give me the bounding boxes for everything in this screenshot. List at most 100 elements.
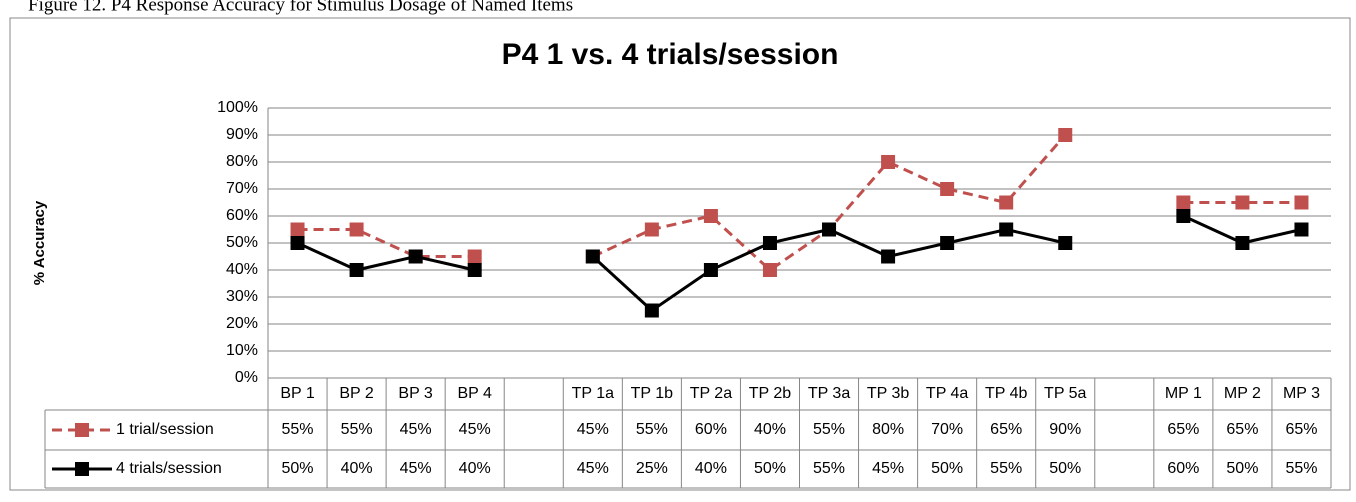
- data-table-cell: 25%: [636, 460, 668, 477]
- data-table-cell: 65%: [990, 421, 1022, 438]
- data-table-cell: 65%: [1285, 421, 1317, 438]
- marker: [999, 195, 1014, 210]
- marker: [290, 236, 305, 250]
- y-tick-label: 50%: [226, 234, 258, 251]
- x-tick-label: TP 4b: [985, 385, 1028, 402]
- marker: [290, 222, 305, 237]
- x-tick-label: TP 1b: [631, 385, 674, 402]
- marker: [644, 303, 659, 318]
- x-tick-label: TP 5a: [1044, 385, 1087, 402]
- chart-title: P4 1 vs. 4 trials/session: [502, 38, 839, 71]
- x-tick-label: BP 2: [339, 385, 374, 402]
- x-tick-label: TP 4a: [926, 385, 969, 402]
- y-tick-label: 0%: [235, 369, 258, 386]
- marker: [467, 249, 482, 264]
- marker: [467, 263, 482, 277]
- series-line: [296, 241, 476, 272]
- data-table-cell: 45%: [400, 460, 432, 477]
- series-line: [592, 134, 1067, 272]
- y-tick-label: 90%: [226, 126, 258, 143]
- marker: [762, 263, 777, 277]
- data-table-cell: 70%: [931, 421, 963, 438]
- y-tick-label: 100%: [217, 99, 258, 116]
- data-table-cell: 40%: [341, 460, 373, 477]
- x-tick-label: MP 3: [1283, 385, 1320, 402]
- data-table-cell: 40%: [754, 421, 786, 438]
- data-table-cell: 55%: [282, 421, 314, 438]
- x-tick-label: MP 1: [1165, 385, 1202, 402]
- legend-marker: [75, 423, 89, 437]
- marker: [408, 249, 423, 264]
- data-table-cell: 90%: [1049, 421, 1081, 438]
- data-table-cell: 40%: [459, 460, 491, 477]
- y-tick-label: 30%: [226, 288, 258, 305]
- data-table-cell: 45%: [400, 421, 432, 438]
- marker: [1235, 236, 1250, 250]
- chart-border: [9, 17, 1351, 491]
- y-tick-label: 10%: [226, 342, 258, 359]
- marker: [1176, 195, 1191, 210]
- data-table-cell: 65%: [1167, 421, 1199, 438]
- y-tick-label: 20%: [226, 315, 258, 332]
- marker: [349, 263, 364, 277]
- marker: [644, 222, 659, 237]
- marker: [762, 236, 777, 250]
- data-table-cell: 45%: [872, 460, 904, 477]
- marker: [999, 222, 1014, 237]
- marker: [1294, 195, 1309, 210]
- x-tick-label: BP 4: [457, 385, 492, 402]
- data-table-cell: 80%: [872, 421, 904, 438]
- marker: [940, 182, 955, 196]
- y-tick-label: 80%: [226, 153, 258, 170]
- marker: [1058, 128, 1073, 142]
- legend-marker: [75, 462, 89, 476]
- data-table-cell: 40%: [695, 460, 727, 477]
- y-tick-label: 70%: [226, 180, 258, 197]
- data-table-cell: 45%: [577, 421, 609, 438]
- marker: [940, 236, 955, 250]
- data-table-cell: 65%: [1226, 421, 1258, 438]
- x-tick-label: MP 2: [1224, 385, 1261, 402]
- data-table-cell: 55%: [813, 460, 845, 477]
- data-table-cell: 45%: [577, 460, 609, 477]
- marker: [1058, 236, 1073, 250]
- marker: [1176, 209, 1191, 223]
- data-table-cell: 50%: [931, 460, 963, 477]
- x-tick-label: TP 1a: [572, 385, 615, 402]
- marker: [703, 209, 718, 223]
- data-table-cell: 55%: [341, 421, 373, 438]
- x-tick-label: TP 2a: [690, 385, 733, 402]
- legend-label: 4 trials/session: [116, 460, 222, 477]
- y-tick-label: 60%: [226, 207, 258, 224]
- y-axis-label: % Accuracy: [31, 200, 48, 285]
- marker: [703, 263, 718, 277]
- data-table-cell: 45%: [459, 421, 491, 438]
- data-table-cell: 55%: [1285, 460, 1317, 477]
- y-tick-label: 40%: [226, 261, 258, 278]
- series-line: [297, 228, 475, 258]
- x-tick-label: TP 3b: [867, 385, 910, 402]
- data-table-cell: 55%: [813, 421, 845, 438]
- x-tick-label: TP 3a: [808, 385, 851, 402]
- data-table-cell: 50%: [754, 460, 786, 477]
- marker: [881, 155, 896, 169]
- marker: [1294, 222, 1309, 237]
- x-tick-label: BP 1: [280, 385, 315, 402]
- marker: [881, 249, 896, 264]
- data-table-cell: 50%: [1049, 460, 1081, 477]
- legend-label: 1 trial/session: [116, 421, 214, 438]
- data-table-cell: 50%: [282, 460, 314, 477]
- marker: [349, 222, 364, 237]
- data-table-cell: 60%: [1167, 460, 1199, 477]
- marker: [585, 249, 600, 264]
- x-tick-label: TP 2b: [749, 385, 792, 402]
- data-table-cell: 55%: [990, 460, 1022, 477]
- marker: [822, 222, 837, 237]
- marker: [1235, 195, 1250, 210]
- data-table-cell: 60%: [695, 421, 727, 438]
- data-table-cell: 55%: [636, 421, 668, 438]
- figure-caption: Figure 12. P4 Response Accuracy for Stim…: [28, 0, 573, 15]
- data-table-cell: 50%: [1226, 460, 1258, 477]
